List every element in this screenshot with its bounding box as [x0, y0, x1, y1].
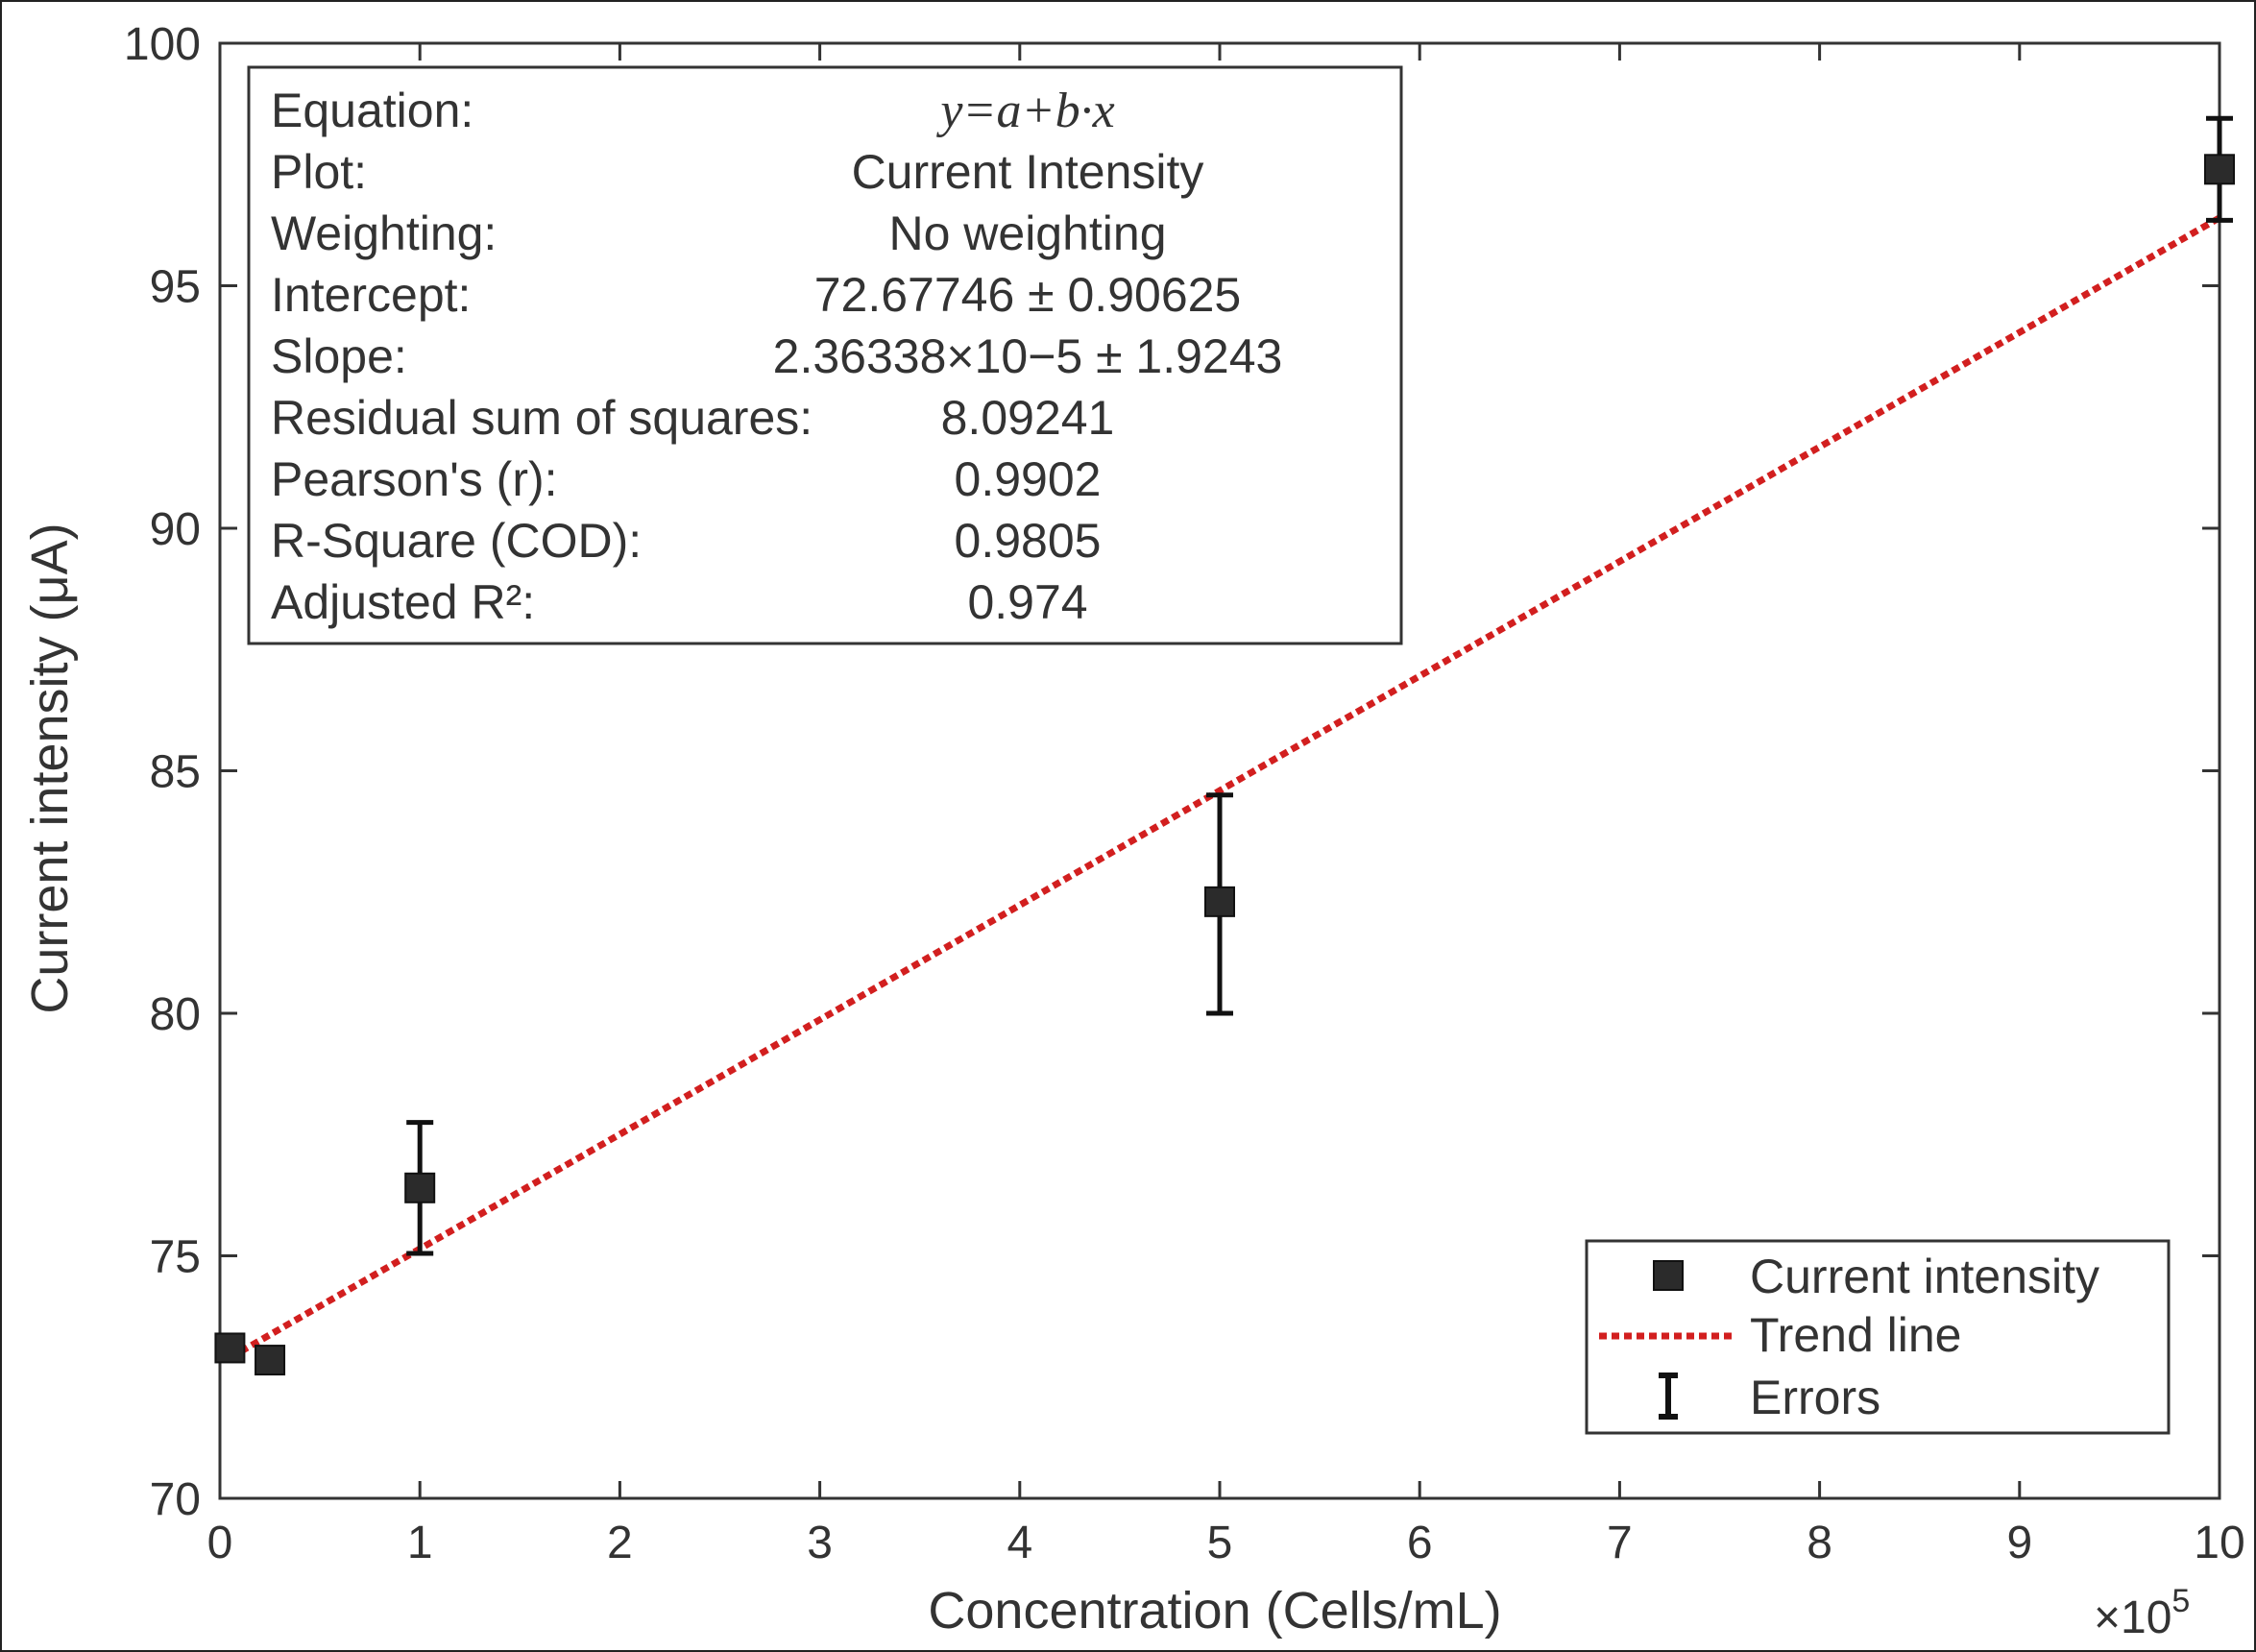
- data-point: [1204, 886, 1235, 917]
- tick-labels: 0 1 2 3 4 5 6 7 8 9 10 70 75 80 85 90 95 100: [124, 19, 2245, 1568]
- y-tick-label: 95: [150, 262, 201, 313]
- legend: Current intensity Trend line Errors: [1585, 1239, 2171, 1435]
- x-multiplier-exponent: 5: [2171, 1583, 2190, 1619]
- x-tick-label: 0: [207, 1518, 233, 1568]
- data-point: [2204, 154, 2235, 185]
- stats-rows: Equation: y=a+b·x Plot: Current Intensity We…: [271, 84, 1282, 629]
- y-axis-label: Current intensity (μA): [21, 522, 79, 1013]
- x-multiplier: ×105: [2094, 1583, 2190, 1643]
- y-tick-label: 100: [124, 19, 201, 70]
- data-point: [255, 1345, 286, 1376]
- x-tick-label: 5: [1207, 1518, 1233, 1568]
- x-tick-label: 4: [1007, 1518, 1032, 1568]
- x-tick-label: 9: [2006, 1518, 2032, 1568]
- y-tick-label: 70: [150, 1474, 201, 1525]
- stats-row-value: No weighting: [888, 206, 1166, 260]
- stats-row-value: 72.67746 ± 0.90625: [814, 268, 1242, 322]
- stats-row-label: Adjusted R²:: [271, 575, 535, 629]
- stats-box: Equation: y=a+b·x Plot: Current Intensity We…: [247, 65, 1403, 645]
- trend-line: [228, 214, 2221, 1361]
- x-multiplier-base: ×10: [2094, 1592, 2171, 1643]
- x-tick-label: 10: [2194, 1518, 2244, 1568]
- y-tick-label: 75: [150, 1232, 201, 1283]
- x-tick-label: 6: [1407, 1518, 1433, 1568]
- stats-row-label: Weighting:: [271, 206, 497, 260]
- legend-label-current: Current intensity: [1750, 1250, 2099, 1303]
- stats-row-label: Residual sum of squares:: [271, 391, 813, 445]
- stats-row-label: Equation:: [271, 84, 473, 137]
- legend-label-errors: Errors: [1750, 1371, 1880, 1424]
- data-point: [404, 1172, 436, 1203]
- y-tick-label: 85: [150, 747, 201, 798]
- stats-row-value: 0.9805: [955, 514, 1102, 568]
- data-point: [214, 1332, 246, 1364]
- stats-row-value: 0.974: [967, 575, 1087, 629]
- axes: [218, 41, 2221, 1500]
- stats-row-value: y=a+b·x: [935, 84, 1114, 138]
- y-tick-label: 80: [150, 989, 201, 1040]
- legend-label-trend: Trend line: [1750, 1308, 1961, 1362]
- x-axis-label: Concentration (Cells/mL): [928, 1582, 1501, 1640]
- data-points: [214, 154, 2235, 1376]
- stats-row-label: R-Square (COD):: [271, 514, 642, 568]
- y-tick-label: 90: [150, 504, 201, 555]
- x-tick-label: 7: [1607, 1518, 1633, 1568]
- stats-row-value: 0.9902: [955, 452, 1102, 506]
- x-tick-label: 2: [607, 1518, 633, 1568]
- x-tick-label: 1: [407, 1518, 433, 1568]
- trend-line-group: [228, 214, 2221, 1361]
- legend-error-icon: [1659, 1373, 1678, 1420]
- stats-row-label: Plot:: [271, 145, 367, 199]
- stats-row-label: Slope:: [271, 329, 407, 383]
- stats-row-value: 8.09241: [941, 391, 1115, 445]
- x-tick-label: 8: [1807, 1518, 1832, 1568]
- stats-box-border: [247, 65, 1403, 645]
- x-tick-label: 3: [807, 1518, 833, 1568]
- stats-row-value: Current Intensity: [852, 145, 1204, 199]
- stats-row-label: Pearson's (r):: [271, 452, 558, 506]
- stats-row-label: Intercept:: [271, 268, 471, 322]
- legend-marker-square: [1653, 1260, 1684, 1291]
- stats-row-value: 2.36338×10−5 ± 1.9243: [773, 329, 1283, 383]
